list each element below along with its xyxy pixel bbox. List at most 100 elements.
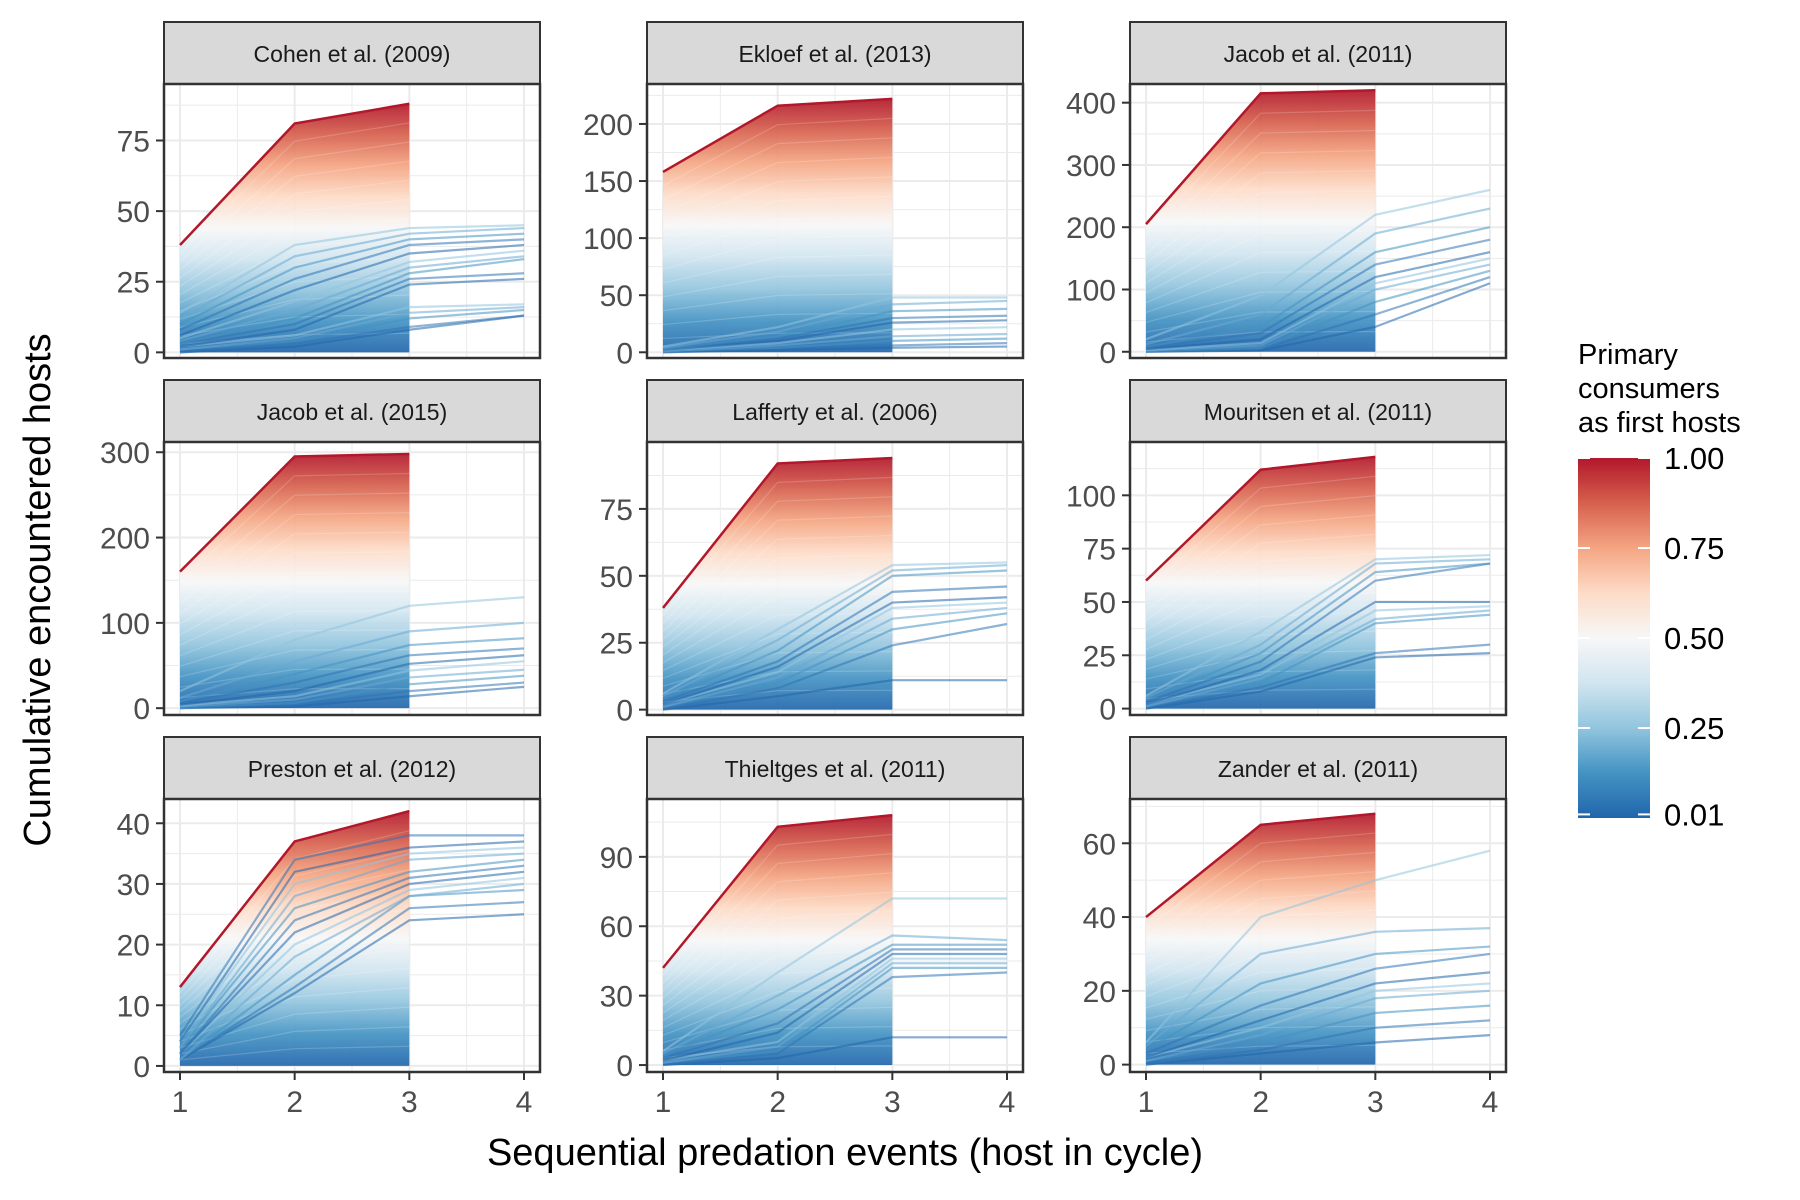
series-line [1145, 572, 1376, 641]
panel-border [1128, 797, 1508, 1074]
panel-border [162, 440, 542, 717]
series-line [662, 307, 1008, 350]
series-line [662, 234, 893, 270]
series-line [1145, 257, 1491, 352]
series-line [662, 561, 1008, 695]
series-line [1145, 871, 1376, 952]
series-line [179, 531, 410, 615]
y-tick-label: 25 [600, 628, 633, 661]
series-line [662, 299, 1008, 349]
x-axis-title: Sequential predation events (host in cyc… [487, 1132, 1203, 1174]
series-line [179, 621, 525, 699]
x-tick-label: 2 [769, 1086, 786, 1119]
legend-tick-label: 0.01 [1664, 797, 1724, 832]
y-tick-label: 30 [600, 981, 633, 1014]
series-line [662, 573, 893, 656]
panel-title: Cohen et al. (2009) [254, 41, 451, 67]
series-line [179, 864, 525, 1055]
x-tick-label: 4 [999, 1086, 1016, 1119]
series-line [662, 254, 893, 284]
x-tick-label: 1 [172, 1086, 189, 1119]
series-line-max [1145, 455, 1376, 582]
series-line [1145, 558, 1491, 699]
legend-tick: 0.01 [1578, 797, 1724, 832]
y-tick-label: 90 [600, 842, 633, 875]
y-tick-label: 60 [600, 911, 633, 944]
series-line [662, 596, 1008, 706]
series-line [179, 688, 410, 699]
series-line [179, 275, 410, 320]
y-axis-title: Cumulative encountered hosts [17, 333, 59, 846]
series-line [179, 674, 525, 709]
series-line [662, 326, 1008, 352]
panel: Zander et al. (2011) 0 20 40 60 1 2 3 4 [1083, 736, 1508, 1119]
y-tick-label: 200 [100, 523, 150, 556]
y-tick-label: 100 [1066, 480, 1116, 513]
series-line-max [662, 813, 893, 969]
series-line [179, 314, 525, 354]
series-line [179, 1045, 410, 1061]
series-line [662, 156, 893, 215]
series-line [179, 681, 525, 710]
series-band [663, 815, 893, 1066]
series-line-max [1145, 88, 1376, 225]
series-line [662, 195, 893, 242]
panel-strip [163, 21, 541, 85]
panel: Cohen et al. (2009) 0 25 50 75 [117, 21, 542, 370]
series-line [179, 609, 410, 657]
y-tick-label: 100 [100, 608, 150, 641]
series-line [662, 337, 1008, 353]
series-line [662, 650, 893, 687]
x-tick-label: 4 [1482, 1086, 1499, 1119]
y-tick-label: 50 [600, 280, 633, 313]
series-line [662, 897, 1007, 1053]
series-line [179, 232, 525, 326]
y-tick-label: 0 [1099, 694, 1116, 727]
series-line [662, 612, 1008, 709]
series-line [1145, 611, 1376, 660]
series-line [1145, 952, 1491, 1055]
series-line [1145, 986, 1376, 1020]
series-line [179, 660, 525, 707]
series-band [663, 98, 893, 353]
panels: Cohen et al. (2009) 0 25 50 75 Ekloef et al. … [100, 21, 1508, 1119]
series-line [179, 834, 524, 1037]
series-line [662, 929, 893, 1014]
series-line [1145, 190, 1376, 274]
x-tick-label: 4 [516, 1086, 533, 1119]
series-line [1145, 688, 1376, 700]
series-line [662, 273, 893, 298]
series-line-max [662, 97, 893, 173]
panel-title: Ekloef et al. (2013) [738, 41, 931, 67]
series-line [1145, 251, 1491, 351]
series-line [179, 846, 525, 1043]
series-line [179, 243, 525, 337]
series-line [179, 1026, 410, 1055]
series-line [179, 947, 410, 1031]
series-line [1145, 188, 1491, 341]
y-tick-label: 100 [583, 223, 633, 256]
series-line [1145, 553, 1376, 631]
series-line-max [179, 102, 410, 246]
y-tick-label: 0 [133, 693, 150, 726]
series-line [1145, 129, 1376, 245]
series-line [662, 117, 893, 187]
series-line [179, 472, 410, 583]
series-line [1145, 553, 1491, 697]
y-tick-label: 100 [1066, 275, 1116, 308]
series-line [1145, 514, 1376, 611]
y-tick-label: 200 [583, 109, 633, 142]
panel-strip [646, 736, 1024, 800]
series-line [1145, 982, 1491, 1059]
y-tick-label: 400 [1066, 88, 1116, 121]
series-line-max [179, 809, 410, 988]
series-line [1145, 945, 1491, 1051]
series-line [179, 492, 410, 594]
series-line [179, 570, 410, 636]
series-line [662, 612, 893, 672]
panel-title: Zander et al. (2011) [1218, 756, 1418, 782]
series-line [662, 606, 1008, 709]
series-line [1145, 475, 1376, 591]
series-line [1145, 269, 1491, 353]
y-tick-label: 25 [1083, 640, 1116, 673]
